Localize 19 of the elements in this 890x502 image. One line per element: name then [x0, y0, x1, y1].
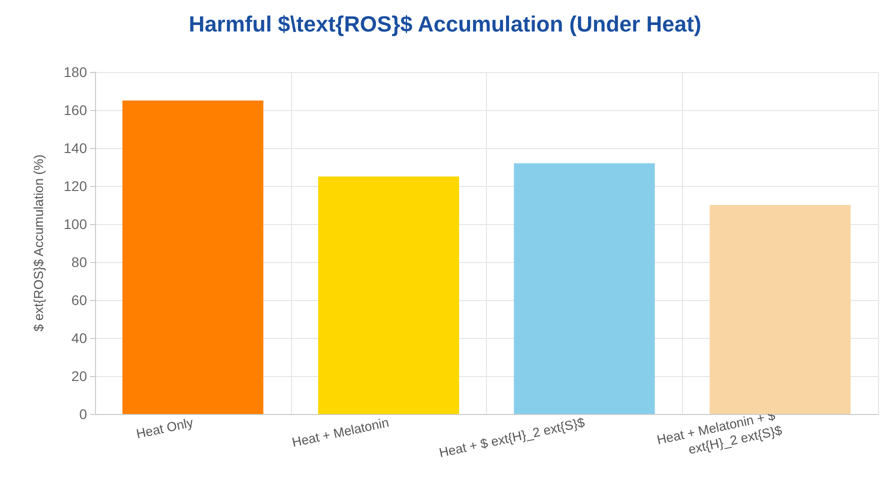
y-tick-label: 100 — [64, 216, 88, 232]
bar — [318, 176, 460, 414]
y-tick-label: 120 — [64, 178, 88, 194]
bar — [710, 205, 851, 414]
y-tick-label: 40 — [71, 330, 88, 346]
y-tick-label: 20 — [71, 368, 88, 384]
y-tick-label: 140 — [64, 140, 88, 156]
y-tick-label: 60 — [71, 292, 88, 308]
bar — [514, 163, 655, 414]
x-tick-label: Heat Only — [134, 414, 195, 442]
y-tick-label: 160 — [64, 102, 88, 118]
y-tick-label: 180 — [64, 64, 88, 80]
y-axis-title: $ ext{ROS}$ Accumulation (%) — [31, 154, 46, 332]
bar — [122, 100, 264, 414]
x-tick-label: Heat + Melatonin — [290, 414, 390, 450]
x-tick-label: Heat + $ ext{H}_2 ext{S}$ — [438, 414, 587, 460]
y-tick-label: 0 — [79, 406, 88, 422]
y-tick-label: 80 — [71, 254, 88, 270]
chart-title: Harmful $\text{ROS}$ Accumulation (Under Heat) — [188, 12, 702, 36]
